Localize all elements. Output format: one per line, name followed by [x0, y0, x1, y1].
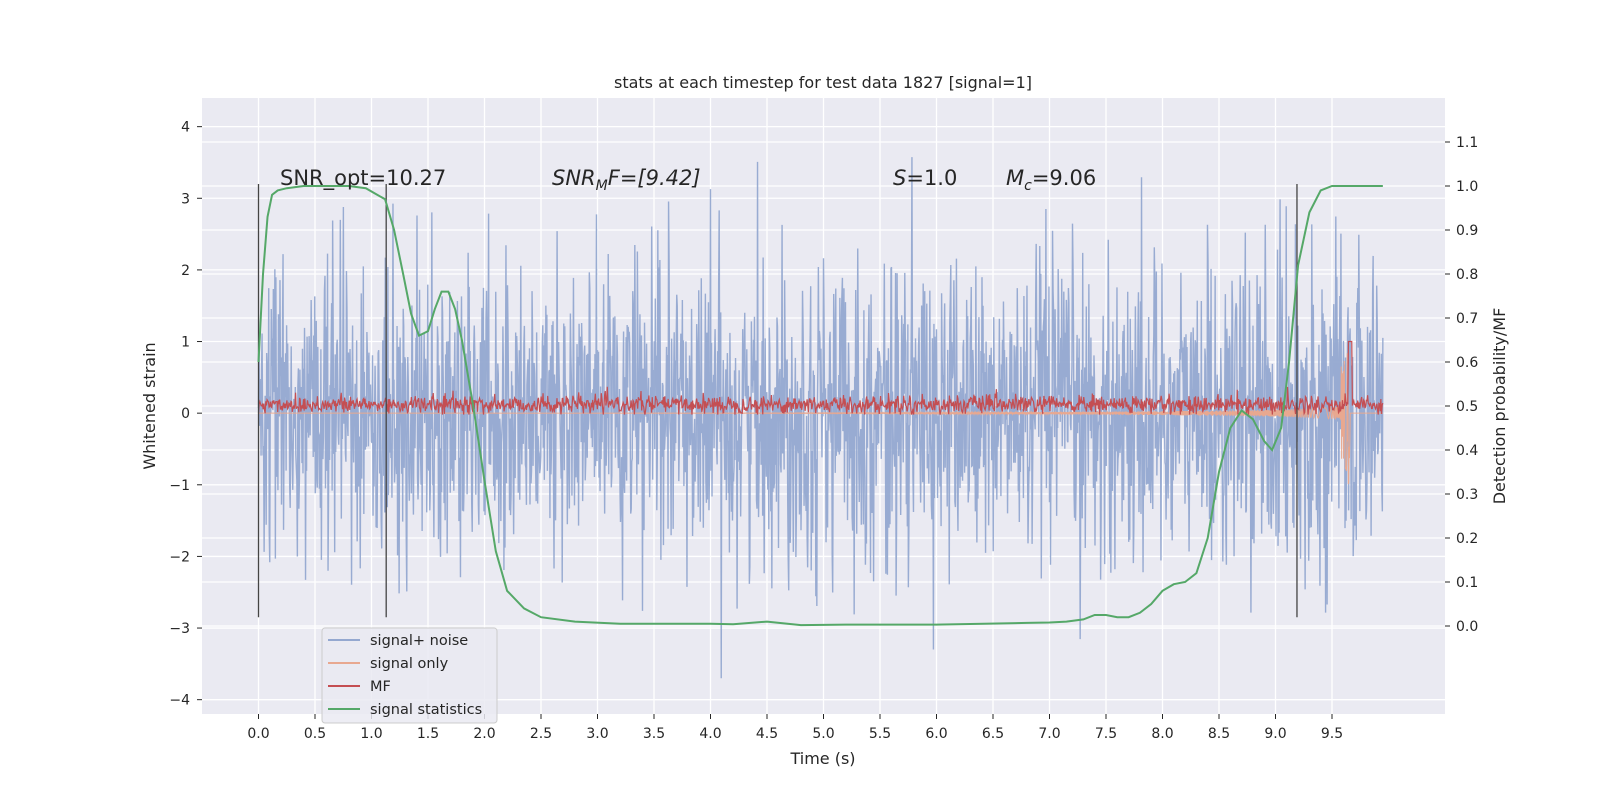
- left-y-axis-label: Whitened strain: [140, 342, 159, 469]
- x-tick-label: 6.0: [925, 726, 947, 742]
- legend-label-mf: MF: [370, 679, 391, 695]
- right-y-tick-label: 0.7: [1456, 311, 1478, 327]
- annotation-snr-opt: SNR_opt=10.27: [280, 166, 446, 191]
- legend: signal+ noise signal only MF signal stat…: [321, 627, 498, 724]
- left-y-tick-label: −1: [169, 478, 190, 494]
- left-y-tick-label: 3: [181, 191, 190, 207]
- legend-label-signal-noise: signal+ noise: [370, 633, 468, 649]
- right-y-tick-label: 0.3: [1456, 487, 1478, 503]
- x-tick-label: 3.5: [643, 726, 665, 742]
- x-tick-label: 0.5: [304, 726, 326, 742]
- left-y-tick-label: 1: [181, 335, 190, 351]
- series-signal-statistics: [257, 185, 1383, 627]
- series-signal-only: [258, 353, 1383, 485]
- right-y-tick-label: 0.2: [1456, 531, 1478, 547]
- x-tick-label: 4.0: [699, 726, 721, 742]
- right-y-tick-label: 0.1: [1456, 575, 1478, 591]
- x-ticks: 0.0 0.5 1.0 1.5 2.0 2.5 3.0 3.5 4.0 4.5 5.0 5.5 6.0 6…: [247, 714, 1343, 742]
- left-y-tick-label: 2: [181, 263, 190, 279]
- right-y-tick-label: 0.9: [1456, 223, 1478, 239]
- x-tick-label: 2.5: [530, 726, 552, 742]
- right-y-tick-label: 0.0: [1456, 619, 1478, 635]
- annotation-mc: Mc=9.06: [1006, 166, 1096, 194]
- series-mf: [257, 340, 1384, 416]
- x-tick-label: 7.0: [1038, 726, 1060, 742]
- right-y-tick-label: 0.5: [1456, 399, 1478, 415]
- x-tick-label: 7.5: [1095, 726, 1117, 742]
- x-tick-label: 3.0: [586, 726, 608, 742]
- right-y-tick-label: 0.6: [1456, 355, 1478, 371]
- series-signal-noise: [257, 157, 1384, 679]
- x-tick-label: 9.5: [1321, 726, 1343, 742]
- annotation-snr-mf: SNRMF=[9.42]: [552, 166, 701, 194]
- x-tick-label: 1.5: [417, 726, 439, 742]
- x-tick-label: 5.5: [869, 726, 891, 742]
- x-tick-label: 2.0: [473, 726, 495, 742]
- x-tick-label: 1.0: [360, 726, 382, 742]
- left-y-ticks: 4 3 2 1 0 −1 −2 −3 −4: [169, 120, 202, 709]
- right-y-tick-label: 1.0: [1456, 179, 1478, 195]
- left-y-tick-label: −3: [169, 621, 190, 637]
- x-tick-label: 8.0: [1151, 726, 1173, 742]
- x-tick-label: 5.0: [812, 726, 834, 742]
- x-tick-label: 9.0: [1264, 726, 1286, 742]
- right-y-ticks: 1.1 1.0 0.9 0.8 0.7 0.6 0.5 0.4 0.3 0.2 0.1 0.0: [1445, 135, 1478, 635]
- annotation-s: S=1.0: [893, 166, 957, 190]
- x-axis-label: Time (s): [789, 749, 855, 768]
- left-y-tick-label: −4: [169, 693, 190, 709]
- left-y-tick-label: 4: [181, 120, 190, 136]
- right-y-tick-label: 0.4: [1456, 443, 1478, 459]
- right-y-tick-label: 1.1: [1456, 135, 1478, 151]
- vertical-markers: [257, 183, 1298, 618]
- x-tick-label: 6.5: [982, 726, 1004, 742]
- chart-title: stats at each timestep for test data 182…: [614, 73, 1032, 92]
- legend-label-signal-statistics: signal statistics: [370, 702, 482, 718]
- right-y-tick-label: 0.8: [1456, 267, 1478, 283]
- x-tick-label: 8.5: [1208, 726, 1230, 742]
- legend-box: [321, 627, 498, 724]
- x-tick-label: 0.0: [247, 726, 269, 742]
- x-tick-label: 4.5: [756, 726, 778, 742]
- legend-label-signal-only: signal only: [370, 656, 449, 672]
- right-y-axis-label: Detection probability/MF: [1490, 308, 1509, 505]
- left-y-tick-label: 0: [181, 406, 190, 422]
- left-y-tick-label: −2: [169, 549, 190, 565]
